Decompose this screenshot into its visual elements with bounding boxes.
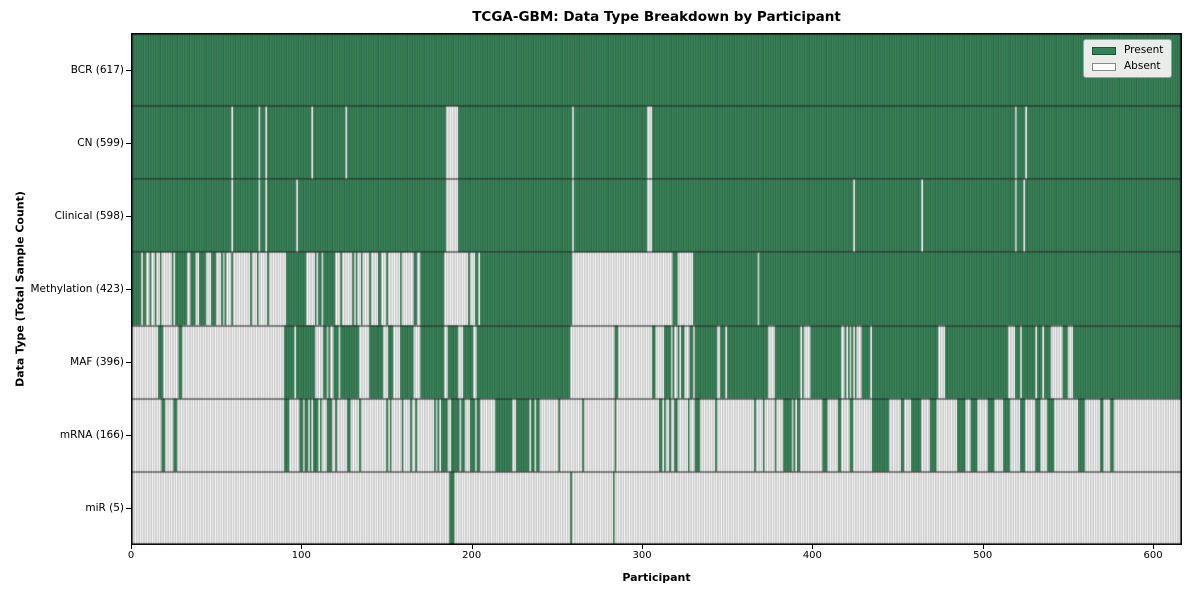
x-axis-label: Participant <box>622 571 691 584</box>
y-axis-label: Data Type (Total Sample Count) <box>13 191 27 387</box>
x-tick-mark <box>812 545 813 549</box>
legend-entry-present: Present <box>1092 45 1163 56</box>
absent-swatch-icon <box>1092 62 1116 71</box>
x-tick-label-200: 200 <box>462 550 482 561</box>
y-tick-mark <box>126 508 131 509</box>
x-tick-mark <box>301 545 302 549</box>
legend-entry-absent: Absent <box>1092 61 1163 72</box>
heatmap-canvas <box>131 33 1182 545</box>
y-tick-label-Methylation: Methylation (423) <box>30 283 124 295</box>
present-swatch-icon <box>1092 46 1116 55</box>
x-tick-mark <box>642 545 643 549</box>
legend-label-present: Present <box>1124 44 1164 56</box>
x-tick-mark <box>1153 545 1154 549</box>
y-tick-mark <box>126 70 131 71</box>
y-tick-label-BCR: BCR (617) <box>70 63 124 76</box>
legend-label-absent: Absent <box>1124 60 1161 72</box>
y-tick-mark <box>126 143 131 144</box>
y-tick-label-CN: CN (599) <box>77 136 124 149</box>
x-tick-label-100: 100 <box>291 550 311 561</box>
x-tick-label-0: 0 <box>127 550 135 561</box>
y-tick-label-miR: miR (5) <box>85 502 124 515</box>
y-tick-mark <box>126 362 131 363</box>
x-tick-mark <box>131 545 132 549</box>
x-tick-label-400: 400 <box>802 550 822 561</box>
x-tick-mark <box>472 545 473 549</box>
y-tick-label-mRNA: mRNA (166) <box>59 429 124 442</box>
x-tick-label-600: 600 <box>1143 550 1163 561</box>
x-tick-mark <box>983 545 984 549</box>
y-tick-label-MAF: MAF (396) <box>70 356 124 369</box>
x-tick-label-500: 500 <box>973 550 993 561</box>
y-tick-label-Clinical: Clinical (598) <box>54 209 124 222</box>
legend: Present Absent <box>1083 39 1173 78</box>
y-tick-mark <box>126 216 131 217</box>
x-tick-label-300: 300 <box>632 550 652 561</box>
chart-title: TCGA-GBM: Data Type Breakdown by Partici… <box>472 9 841 25</box>
y-tick-mark <box>126 289 131 290</box>
y-tick-mark <box>126 435 131 436</box>
